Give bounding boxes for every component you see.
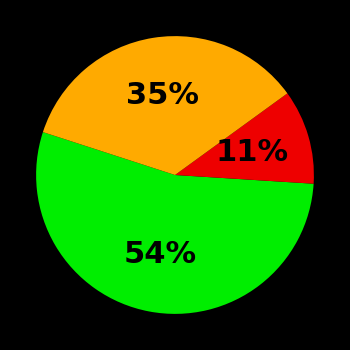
Wedge shape [36, 132, 314, 314]
Text: 54%: 54% [123, 240, 196, 269]
Wedge shape [43, 36, 287, 175]
Text: 35%: 35% [126, 81, 199, 110]
Text: 11%: 11% [216, 138, 289, 167]
Wedge shape [175, 93, 314, 184]
